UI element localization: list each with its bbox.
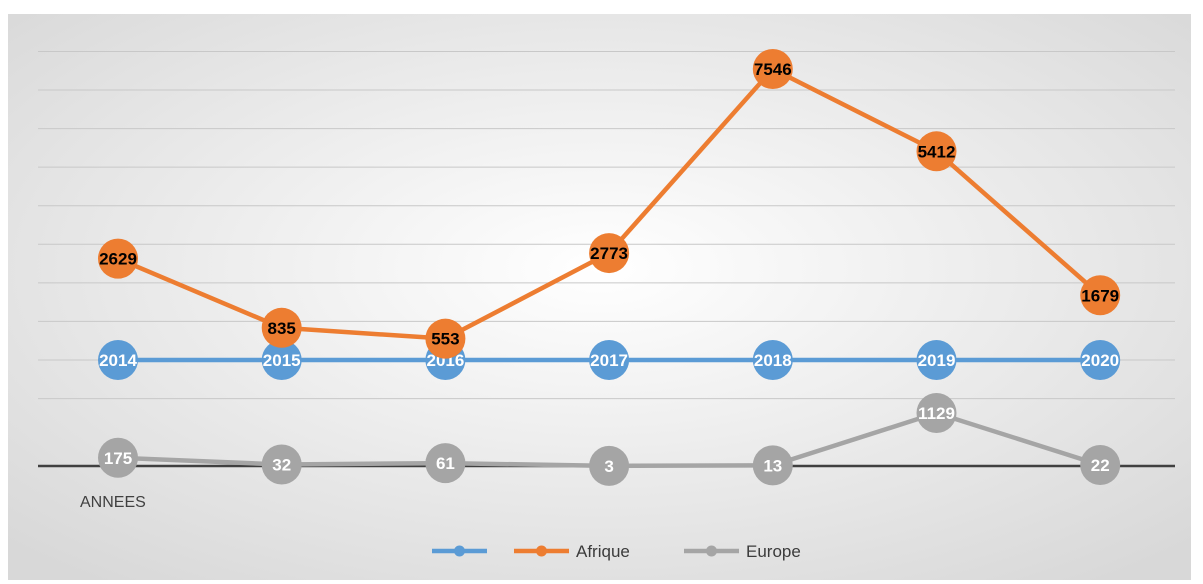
chart-background: [8, 14, 1191, 580]
legend-marker: [536, 545, 547, 557]
legend-label: Europe: [746, 542, 801, 561]
data-point-marker: [589, 340, 630, 380]
data-point-marker: [916, 131, 957, 172]
data-label: 175: [104, 449, 132, 468]
data-point-marker: [98, 437, 138, 478]
legend-marker: [706, 545, 717, 557]
data-point-marker: [98, 238, 138, 279]
x-axis-label: ANNEES: [80, 494, 146, 511]
data-label: 2019: [918, 351, 956, 370]
legend-marker: [454, 545, 465, 557]
data-point-marker: [1080, 275, 1121, 316]
legend-item: Afrique: [514, 542, 630, 561]
data-label: 2015: [263, 351, 301, 370]
legend: Afrique Europe: [432, 542, 801, 561]
data-label: 7546: [754, 60, 792, 79]
legend-item: Europe: [684, 542, 801, 561]
data-point-marker: [589, 233, 630, 274]
data-point-marker: [752, 49, 793, 89]
data-point-marker: [425, 443, 466, 484]
data-point-marker: [752, 445, 793, 486]
data-point-marker: [261, 340, 302, 380]
data-label: 32: [272, 455, 291, 474]
data-label: 3: [604, 457, 613, 476]
data-point-marker: [1080, 340, 1121, 380]
data-label: 2629: [99, 250, 137, 269]
legend-item: [432, 545, 487, 557]
data-point-marker: [1080, 444, 1121, 485]
data-point-marker: [261, 307, 302, 348]
data-label: 553: [431, 330, 459, 349]
data-label: 13: [763, 456, 782, 475]
data-point-marker: [916, 340, 957, 380]
data-point-marker: [261, 444, 302, 485]
data-label: 2017: [590, 351, 628, 370]
data-point-marker: [589, 445, 630, 486]
data-label: 1129: [918, 404, 955, 423]
data-point-marker: [425, 318, 466, 359]
data-label: 5412: [918, 142, 956, 161]
data-label: 1679: [1081, 286, 1119, 305]
data-label: 2773: [590, 244, 628, 263]
data-point-marker: [752, 340, 793, 380]
data-label: 835: [268, 319, 296, 338]
data-label: 2020: [1081, 351, 1119, 370]
legend-label: Afrique: [576, 542, 630, 561]
data-label: 2014: [99, 351, 137, 370]
data-label: 61: [436, 454, 455, 473]
data-label: 2018: [754, 351, 792, 370]
data-point-marker: [916, 393, 957, 433]
data-label: 22: [1091, 456, 1110, 475]
data-point-marker: [98, 340, 138, 380]
